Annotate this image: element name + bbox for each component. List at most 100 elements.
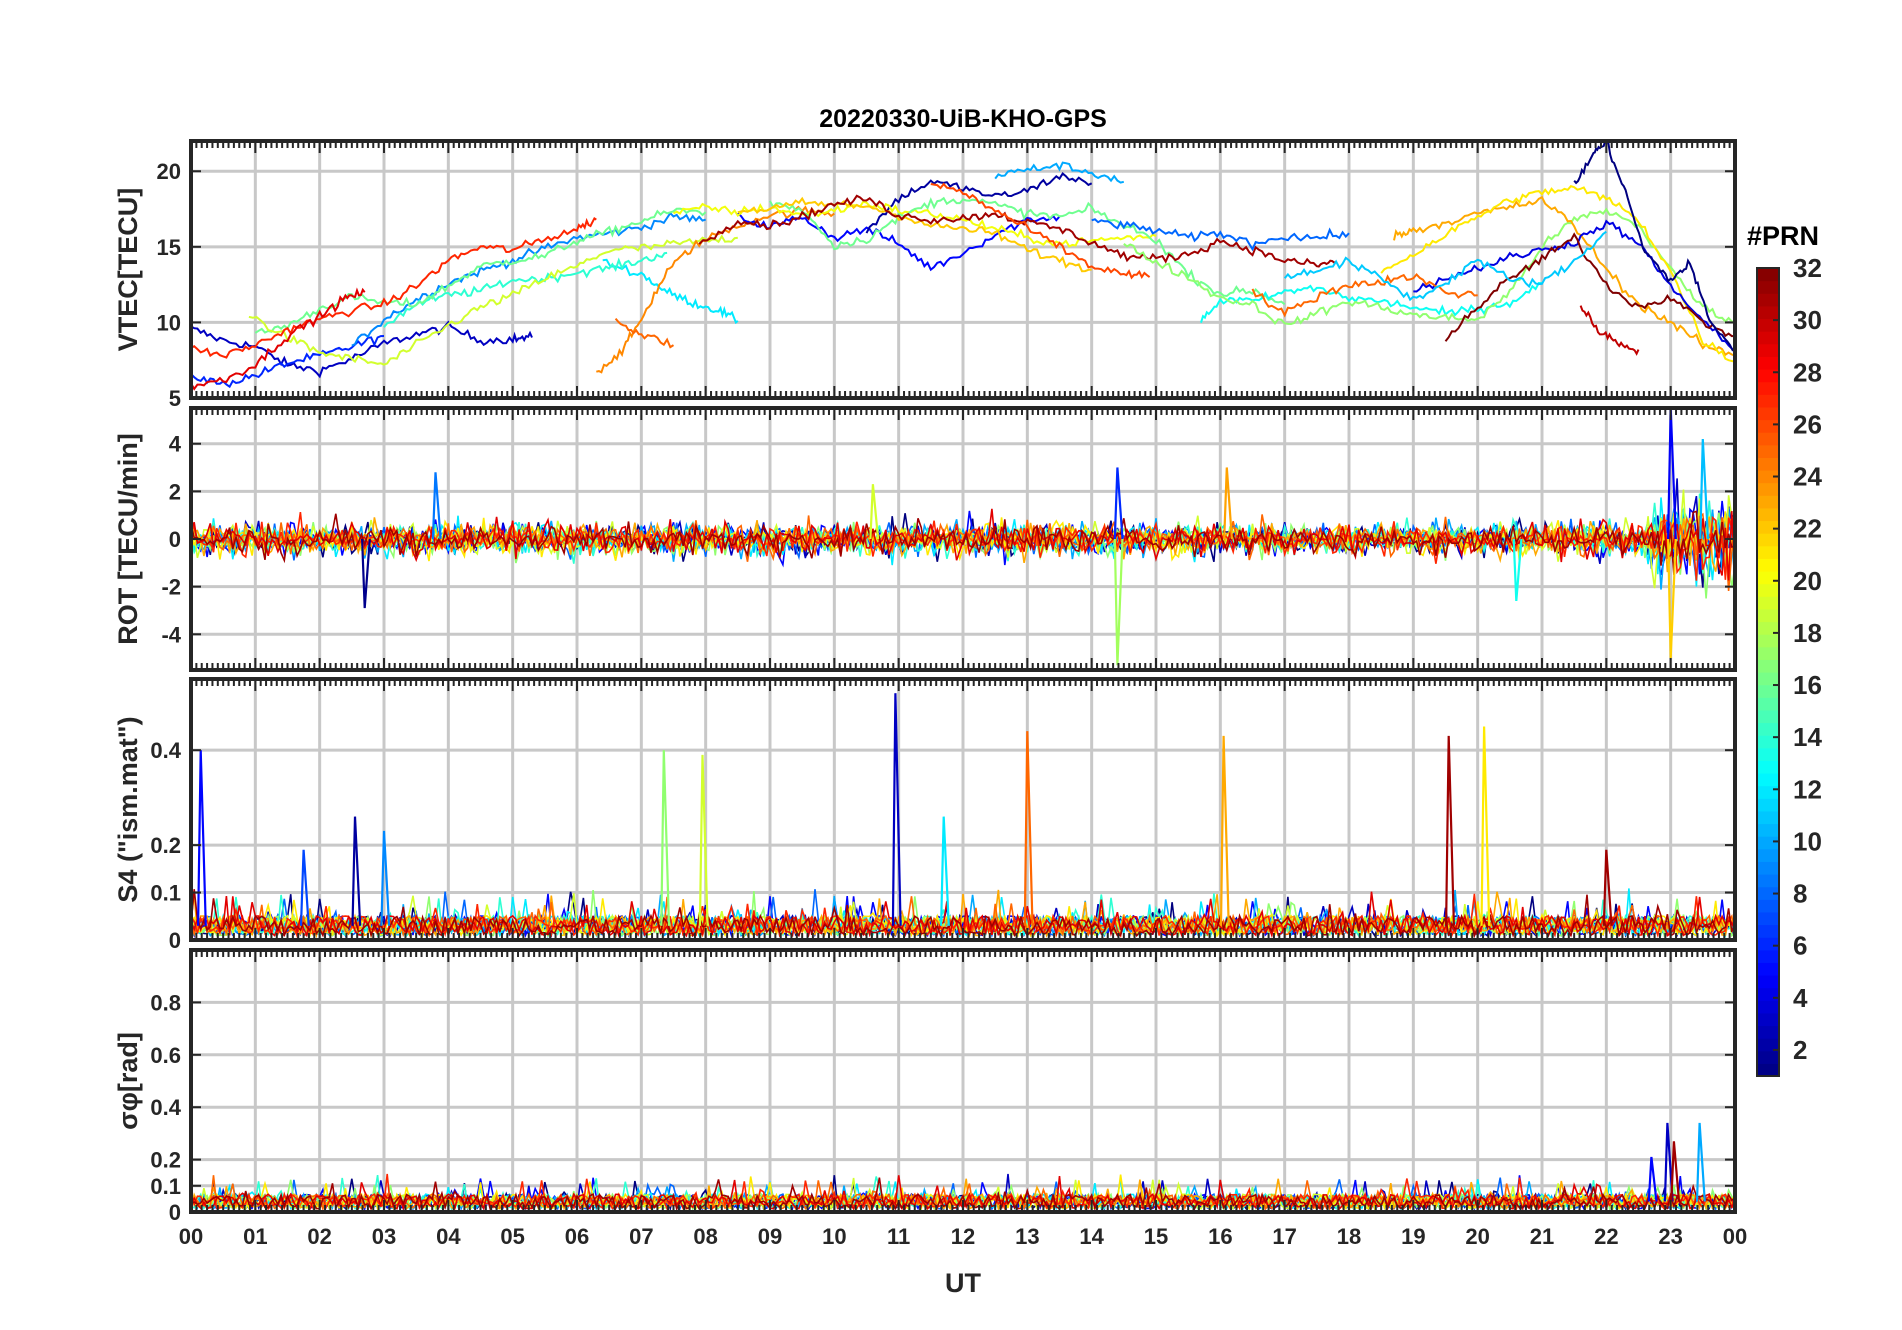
y-axis-label-sigma-phi: σφ[rad] bbox=[113, 1032, 143, 1130]
y-tick-label: 0.1 bbox=[150, 881, 181, 906]
colorbar-tick-label: 28 bbox=[1793, 357, 1822, 387]
vtec-series-prn-1 bbox=[1573, 141, 1735, 353]
x-tick-label: 04 bbox=[436, 1224, 461, 1249]
colorbar-band bbox=[1757, 924, 1779, 938]
vtec-series-prn-30 bbox=[1579, 305, 1640, 356]
colorbar-band bbox=[1757, 1012, 1779, 1027]
x-tick-label: 00 bbox=[179, 1224, 203, 1249]
x-tick-label: 00 bbox=[1723, 1224, 1747, 1249]
colorbar-band bbox=[1757, 672, 1779, 686]
colorbar-band bbox=[1757, 419, 1779, 433]
colorbar-band bbox=[1757, 457, 1779, 471]
x-tick-label: 20 bbox=[1465, 1224, 1489, 1249]
spike bbox=[380, 830, 391, 926]
colorbar-band bbox=[1757, 381, 1779, 395]
colorbar-band bbox=[1757, 760, 1779, 774]
y-tick-label: 0.2 bbox=[150, 833, 181, 858]
colorbar-band bbox=[1757, 962, 1779, 976]
colorbar-band bbox=[1757, 684, 1779, 698]
colorbar-band bbox=[1757, 268, 1779, 282]
x-tick-label: 17 bbox=[1272, 1224, 1296, 1249]
colorbar-band bbox=[1757, 318, 1779, 332]
vtec-series-prn-4 bbox=[1413, 219, 1735, 354]
noise-trace-prn-31 bbox=[191, 510, 1735, 576]
vtec-series-prn-29 bbox=[191, 287, 366, 391]
colorbar-tick-label: 8 bbox=[1793, 879, 1807, 909]
colorbar-tick-label: 22 bbox=[1793, 514, 1822, 544]
colorbar-band bbox=[1757, 949, 1779, 963]
colorbar-band bbox=[1757, 975, 1779, 989]
x-tick-label: 12 bbox=[951, 1224, 975, 1249]
x-tick-label: 07 bbox=[629, 1224, 653, 1249]
y-tick-label: -4 bbox=[161, 622, 181, 647]
colorbar-band bbox=[1757, 937, 1779, 951]
ticks bbox=[190, 950, 1736, 1212]
noise-trace-prn-23 bbox=[191, 515, 1735, 573]
colorbar-band bbox=[1757, 646, 1779, 660]
colorbar-band bbox=[1757, 1000, 1779, 1014]
spike bbox=[431, 472, 442, 540]
colorbar-band bbox=[1757, 432, 1779, 446]
y-tick-label: 20 bbox=[157, 159, 181, 184]
colorbar-band bbox=[1757, 331, 1779, 345]
vtec-series-prn-11 bbox=[1283, 230, 1607, 302]
vtec-series-prn-19 bbox=[248, 234, 738, 366]
spike bbox=[1113, 467, 1124, 540]
vtec-series-prn-32 bbox=[1444, 232, 1735, 342]
colorbar-tick-label: 26 bbox=[1793, 409, 1822, 439]
colorbar-tick-label: 18 bbox=[1793, 618, 1822, 648]
colorbar-tick-label: 32 bbox=[1793, 253, 1822, 283]
spike bbox=[698, 754, 709, 926]
vtec-series-prn-25 bbox=[1251, 273, 1478, 318]
colorbar-band bbox=[1757, 773, 1779, 787]
colorbar-band bbox=[1757, 722, 1779, 736]
colorbar-tick-label: 20 bbox=[1793, 566, 1822, 596]
x-tick-label: 16 bbox=[1208, 1224, 1232, 1249]
colorbar-tick-label: 2 bbox=[1793, 1035, 1807, 1065]
colorbar-tick-label: 16 bbox=[1793, 670, 1822, 700]
colorbar-band bbox=[1757, 697, 1779, 711]
vtec-series-prn-27 bbox=[191, 216, 597, 359]
spike bbox=[1480, 726, 1491, 926]
grid bbox=[189, 679, 1737, 942]
vtec-series-prn-26 bbox=[930, 182, 1151, 280]
colorbar-band bbox=[1757, 634, 1779, 648]
y-tick-label: 5 bbox=[169, 386, 181, 411]
y-tick-label: 10 bbox=[157, 310, 181, 335]
spike bbox=[1647, 1156, 1658, 1202]
colorbar-band bbox=[1757, 987, 1779, 1001]
x-tick-label: 22 bbox=[1594, 1224, 1618, 1249]
x-tick-label: 18 bbox=[1337, 1224, 1361, 1249]
colorbar-band bbox=[1757, 836, 1779, 850]
y-axis-label-s4: S4 ("ism.mat") bbox=[113, 716, 143, 902]
x-tick-label: 21 bbox=[1530, 1224, 1554, 1249]
spike bbox=[1223, 467, 1233, 540]
vtec-series-prn-8 bbox=[1091, 218, 1350, 252]
colorbar-band bbox=[1757, 470, 1779, 484]
colorbar-band bbox=[1757, 533, 1779, 547]
spike bbox=[1670, 1141, 1681, 1202]
vtec-series-prn-31 bbox=[698, 194, 1337, 268]
colorbar-band bbox=[1757, 571, 1779, 585]
x-axis-label: UT bbox=[945, 1268, 981, 1298]
x-tick-label: 13 bbox=[1015, 1224, 1039, 1249]
colorbar-band bbox=[1757, 621, 1779, 635]
x-tick-label: 23 bbox=[1658, 1224, 1682, 1249]
x-tick-label: 05 bbox=[500, 1224, 524, 1249]
spike bbox=[1667, 408, 1677, 540]
panel-vtec: 5 10 15 20 VTEC[TECU] bbox=[113, 139, 1737, 411]
y-axis-label-rot: ROT [TECU/min] bbox=[113, 433, 143, 644]
y-tick-label: 0 bbox=[169, 928, 181, 953]
spike bbox=[351, 816, 362, 926]
spike bbox=[1512, 538, 1523, 601]
y-tick-label: 0.8 bbox=[150, 990, 181, 1015]
spike bbox=[299, 849, 310, 926]
colorbar-band bbox=[1757, 444, 1779, 458]
chart-title: 20220330-UiB-KHO-GPS bbox=[819, 105, 1107, 133]
colorbar-band bbox=[1757, 545, 1779, 559]
spike bbox=[1695, 1122, 1706, 1202]
ticks bbox=[190, 141, 1736, 398]
colorbar-band bbox=[1757, 394, 1779, 408]
colorbar-tick-label: 24 bbox=[1793, 462, 1822, 492]
colorbar-band bbox=[1757, 558, 1779, 572]
